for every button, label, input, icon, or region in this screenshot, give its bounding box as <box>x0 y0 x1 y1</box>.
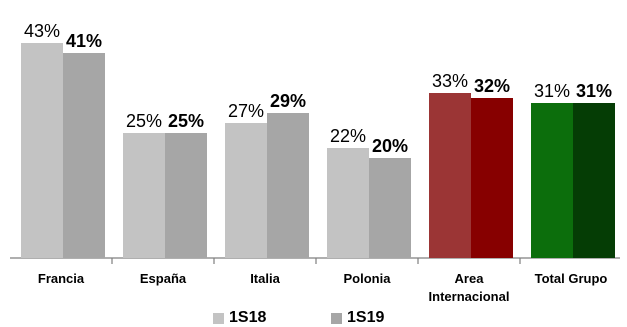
x-tick-label-francia: Francia <box>38 271 85 286</box>
data-label-francia-1s18: 43% <box>24 21 60 41</box>
legend-swatch-1s19 <box>331 312 342 324</box>
x-tick-label-area-internacional: Area Internacional <box>429 271 510 304</box>
bar-total-grupo-1s18 <box>531 103 573 258</box>
legend-item-1s19: 1S19 <box>331 309 384 327</box>
bar-italia-1s19 <box>267 113 309 258</box>
bar-area-internacional-1s18 <box>429 93 471 258</box>
bar-francia-1s18 <box>21 43 63 258</box>
bar-francia-1s19 <box>63 53 105 258</box>
bar-espana-1s19 <box>165 133 207 258</box>
x-tick-label-espana: España <box>140 271 187 286</box>
bar-italia-1s18 <box>225 123 267 258</box>
legend-label-1s19: 1S19 <box>347 309 385 326</box>
legend-swatch-1s18 <box>213 312 224 324</box>
data-label-polonia-1s18: 22% <box>330 126 366 146</box>
data-label-total-grupo-1s18: 31% <box>534 81 570 101</box>
data-label-francia-1s19: 41% <box>66 31 102 51</box>
bar-area-internacional-1s19 <box>471 98 513 258</box>
legend-label-1s18: 1S18 <box>229 309 267 326</box>
x-tick-label-polonia: Polonia <box>344 271 392 286</box>
data-label-espana-1s19: 25% <box>168 111 204 131</box>
bar-polonia-1s18 <box>327 148 369 258</box>
legend-item-1s18: 1S18 <box>213 309 266 327</box>
bar-polonia-1s19 <box>369 158 411 258</box>
bar-espana-1s18 <box>123 133 165 258</box>
data-label-italia-1s19: 29% <box>270 91 306 111</box>
bar-total-grupo-1s19 <box>573 103 615 258</box>
data-label-espana-1s18: 25% <box>126 111 162 131</box>
data-label-italia-1s18: 27% <box>228 101 264 121</box>
x-tick-label-italia: Italia <box>250 271 280 286</box>
data-label-total-grupo-1s19: 31% <box>576 81 612 101</box>
data-label-area-internacional-1s18: 33% <box>432 71 468 91</box>
data-label-area-internacional-1s19: 32% <box>474 76 510 96</box>
x-tick-label-total-grupo: Total Grupo <box>535 271 608 286</box>
data-label-polonia-1s19: 20% <box>372 136 408 156</box>
